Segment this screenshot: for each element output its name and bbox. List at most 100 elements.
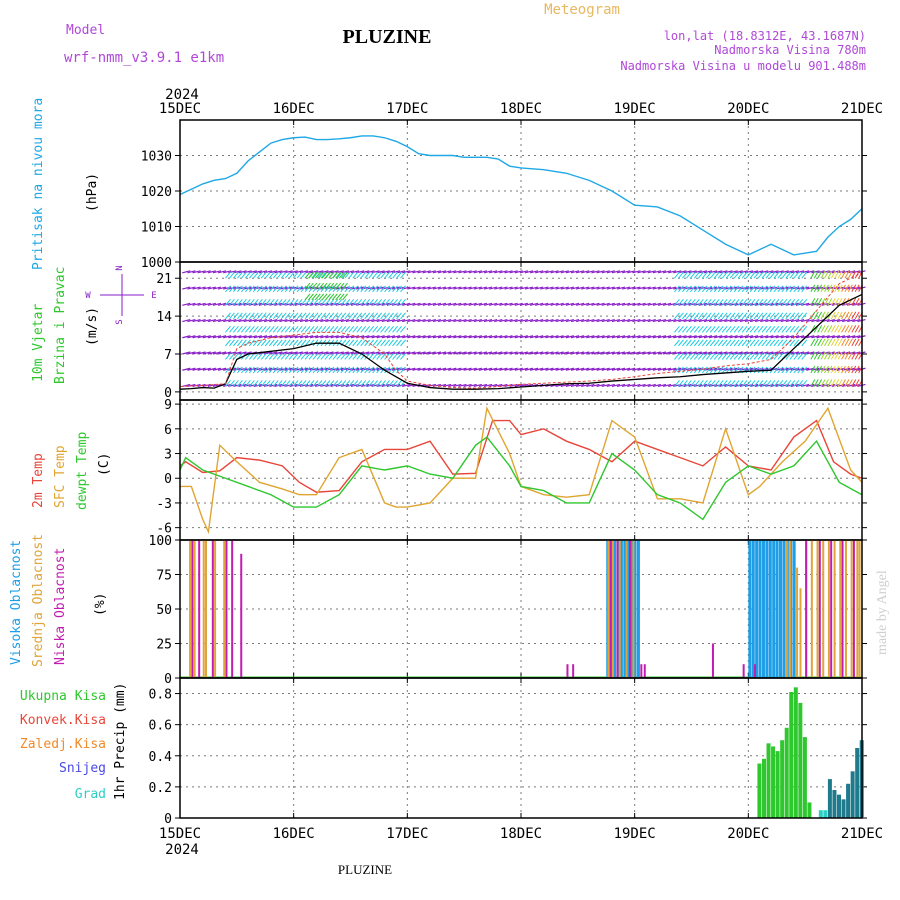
wind-barb-cyan <box>260 366 267 374</box>
wind-barb-strong <box>817 270 823 279</box>
wind-barb-cyan <box>686 285 692 293</box>
wind-barb-strong <box>844 284 850 293</box>
wind-barb <box>760 286 769 290</box>
wind-barb-cyan <box>741 380 748 387</box>
precip-bar <box>850 771 855 818</box>
wind-barb <box>402 270 411 274</box>
wind-barb <box>458 335 467 339</box>
wind-barb-cyan <box>340 366 347 374</box>
wind-barb-cyan <box>280 353 287 360</box>
wind-barb <box>657 383 667 388</box>
cloud-bar <box>775 540 779 678</box>
wind-barb-cyan <box>312 326 319 333</box>
wind-barb <box>269 367 278 371</box>
wind-barb-cyan <box>248 271 255 279</box>
y-tick-label: 25 <box>156 638 172 653</box>
wind-barb-cyan <box>276 339 283 347</box>
wind-barb <box>581 335 590 339</box>
wind-barb <box>345 351 355 355</box>
wind-barb-cyan <box>328 285 335 293</box>
wind-barb <box>340 383 349 388</box>
wind-barb-cyan <box>693 298 700 306</box>
wind-barb-cyan <box>244 380 251 387</box>
wind-barb-cyan <box>276 380 283 387</box>
wind-barb-cyan <box>292 298 299 306</box>
wind-barb <box>545 351 554 355</box>
wind-barb-cyan <box>237 285 243 293</box>
wind-barb-cyan <box>757 298 764 306</box>
wind-barb-cyan <box>713 339 720 347</box>
wind-barb-strong <box>810 270 816 279</box>
temp-ylabel-2: SFC Temp <box>53 445 68 508</box>
wind-barb-cyan <box>308 312 315 320</box>
wind-barb <box>258 383 268 388</box>
wind-barb-cyan <box>797 366 804 374</box>
wind-barb <box>279 286 288 290</box>
wind-barb <box>519 351 529 355</box>
wind-barb <box>453 383 462 388</box>
wind-barb-cyan <box>765 285 772 293</box>
wind-barb-green <box>311 271 318 279</box>
wind-barb <box>606 302 615 306</box>
wind-barb <box>207 367 216 371</box>
wind-barb <box>586 351 595 355</box>
wind-barb-cyan <box>233 366 239 374</box>
wind-barb-cyan <box>761 271 768 279</box>
wind-barb-cyan <box>288 326 295 333</box>
wind-barb <box>662 302 672 306</box>
wind-barb-cyan <box>749 339 756 347</box>
cloud-bar <box>189 540 192 678</box>
wind-barb <box>361 318 370 323</box>
wind-barb <box>785 383 794 388</box>
wind-barb-cyan <box>757 271 764 279</box>
y-tick-label: 21 <box>156 272 172 287</box>
wind-barb-cyan <box>304 353 311 360</box>
wind-barb <box>294 351 303 355</box>
wind-barb <box>519 335 529 339</box>
cloud-bar <box>785 540 788 678</box>
wind-barb-strong <box>820 311 826 320</box>
wind-barb-cyan <box>248 339 255 347</box>
wind-barb-cyan <box>773 326 780 333</box>
wind-barb-cyan <box>777 298 784 306</box>
cloud-bar <box>779 540 783 678</box>
wind-barb <box>499 318 508 323</box>
wind-barb-cyan <box>360 353 367 360</box>
wind-barb-cyan <box>682 339 688 347</box>
wind-barb-cyan <box>741 271 748 279</box>
wind-barb <box>207 383 216 388</box>
wind-barb <box>683 351 692 355</box>
wind-barb-cyan <box>701 271 708 279</box>
wind-barb-cyan <box>801 312 808 320</box>
wind-barb <box>509 318 518 323</box>
wind-barb <box>678 270 687 274</box>
wind-barb-cyan <box>689 326 696 333</box>
wind-barb-cyan <box>686 339 692 347</box>
wind-barb-cyan <box>785 298 792 306</box>
wind-barb <box>212 383 222 388</box>
wind-barb-cyan <box>749 353 756 360</box>
wind-barb <box>795 286 805 290</box>
wind-barb <box>473 351 482 355</box>
wind-barb <box>591 383 600 388</box>
wind-barb-cyan <box>713 366 720 374</box>
wind-barb-cyan <box>717 353 724 360</box>
wind-barb <box>463 367 472 371</box>
wind-barb-cyan <box>268 339 275 347</box>
wind-barb-cyan <box>737 339 744 347</box>
wind-barb-cyan <box>344 353 351 360</box>
cloud-bar <box>810 540 813 678</box>
wind-barb <box>504 270 513 274</box>
wind-barb <box>192 270 201 274</box>
wind-barb-cyan <box>705 271 712 279</box>
wind-barb-cyan <box>237 326 243 333</box>
wind-barb-cyan <box>356 366 363 374</box>
wind-barb <box>258 302 268 306</box>
wind-barb-cyan <box>757 312 764 320</box>
cloud-bar <box>765 540 769 678</box>
wind-barb <box>458 286 467 290</box>
wind-barb <box>202 302 211 306</box>
wind-barb <box>489 351 498 355</box>
wind-barb <box>668 302 677 306</box>
y-tick-label: 75 <box>156 569 172 584</box>
